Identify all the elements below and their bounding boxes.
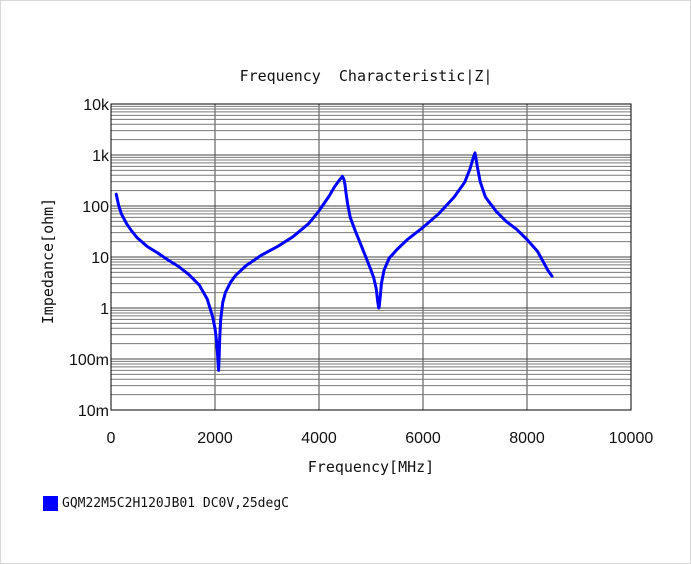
- x-tick-label: 2000: [197, 430, 233, 447]
- x-tick-label: 0: [107, 430, 116, 447]
- y-tick-label: 10: [91, 250, 109, 267]
- y-tick-label: 10m: [78, 403, 109, 420]
- x-tick-labels: 0 2000 4000 6000 8000 10000: [107, 430, 654, 447]
- y-tick-labels: 10m 100m 1 10 100 1k 10k: [69, 97, 110, 420]
- legend-label: GQM22M5C2H120JB01 DC0V,25degC: [62, 495, 289, 511]
- impedance-curve: [114, 151, 554, 372]
- y-axis-label: Impedance[ohm]: [39, 198, 57, 324]
- x-tick-label: 8000: [509, 430, 545, 447]
- grid-lines: [111, 104, 631, 410]
- x-tick-label: 10000: [609, 430, 654, 447]
- plot-frame: [110, 103, 632, 411]
- legend-swatch: [43, 495, 58, 511]
- legend: GQM22M5C2H120JB01 DC0V,25degC: [43, 495, 289, 511]
- y-tick-label: 1: [100, 301, 109, 318]
- y-tick-label: 100: [82, 199, 109, 216]
- x-tick-label: 6000: [405, 430, 441, 447]
- y-tick-label: 10k: [83, 97, 110, 114]
- x-axis-label: Frequency[MHz]: [308, 458, 434, 476]
- y-tick-label: 100m: [69, 352, 109, 369]
- chart-title: Frequency Characteristic|Z|: [240, 67, 493, 85]
- y-tick-label: 1k: [92, 148, 110, 165]
- x-tick-label: 4000: [301, 430, 337, 447]
